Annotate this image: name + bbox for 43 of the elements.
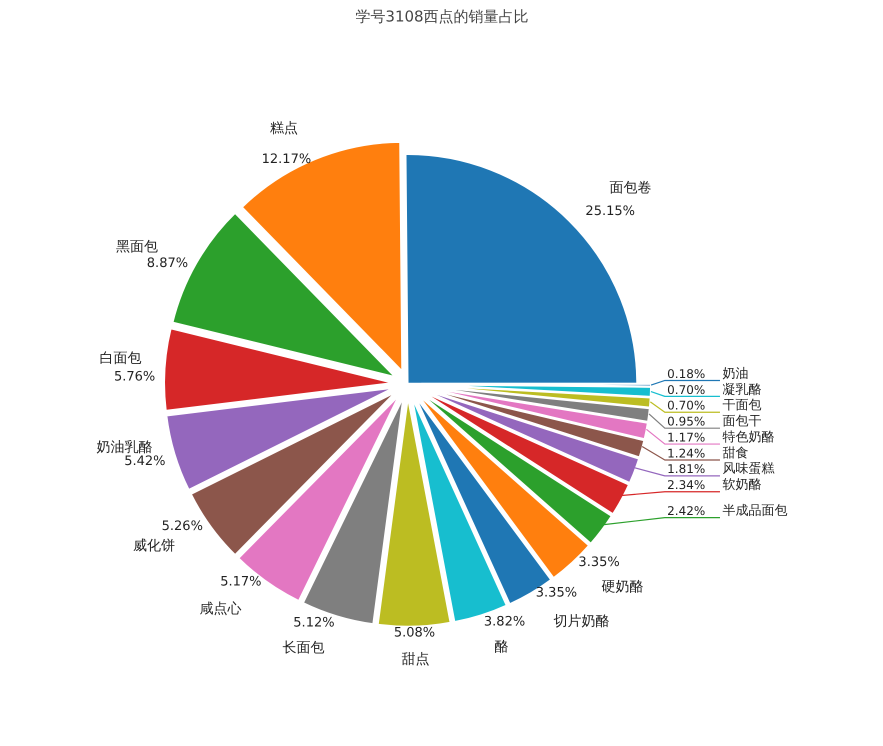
slice-label: 甜点 (401, 652, 430, 668)
data-label: 2.34% (667, 478, 706, 492)
slice-label: 切片奶酪 (553, 614, 610, 630)
chart-title: 学号3108西点的销量占比 (355, 8, 529, 26)
slice-label: 咸点心 (200, 601, 242, 618)
slice-label: 糕点 (270, 120, 298, 137)
slice-label: 风味蛋糕 (722, 462, 774, 477)
data-label: 5.42% (124, 454, 166, 469)
data-label: 5.26% (162, 518, 203, 534)
slice-label: 半成品面包 (722, 503, 788, 518)
data-label: 5.76% (114, 370, 156, 385)
slice-label: 干面包 (722, 398, 762, 414)
data-label: 25.15% (585, 204, 636, 219)
slice-label: 白面包 (100, 350, 142, 367)
data-label: 5.12% (293, 615, 335, 630)
data-label: 3.35% (578, 555, 620, 570)
slice-label: 黑面包 (116, 238, 158, 255)
data-label: 1.81% (667, 462, 706, 476)
data-label: 1.24% (667, 446, 706, 460)
data-label: 8.87% (146, 256, 188, 271)
slice-label: 酪 (494, 638, 508, 655)
data-label: 3.82% (484, 614, 526, 630)
slice-label: 面包干 (722, 414, 762, 430)
data-label: 0.70% (667, 382, 706, 397)
data-label: 5.17% (220, 574, 262, 590)
slice-label: 面包卷 (610, 180, 652, 196)
slice-label: 奶油 (722, 366, 748, 382)
slice-label: 软奶酪 (722, 478, 762, 493)
slice-label: 威化饼 (133, 538, 176, 554)
data-label: 5.08% (394, 626, 436, 641)
data-label: 0.70% (667, 398, 706, 413)
slice-label: 奶油乳酪 (96, 440, 152, 456)
slice-label: 硬奶酪 (602, 579, 644, 596)
data-label: 0.18% (667, 366, 706, 381)
slice-label: 特色奶酪 (722, 430, 774, 445)
data-label: 2.42% (667, 504, 706, 518)
slice-label: 凝乳酪 (722, 382, 762, 398)
slice-label: 长面包 (282, 640, 325, 656)
data-label: 1.17% (667, 430, 706, 444)
data-label: 3.35% (536, 586, 578, 601)
data-label: 0.95% (667, 414, 706, 429)
slice-label: 甜食 (722, 446, 748, 461)
data-label: 12.17% (262, 152, 312, 167)
